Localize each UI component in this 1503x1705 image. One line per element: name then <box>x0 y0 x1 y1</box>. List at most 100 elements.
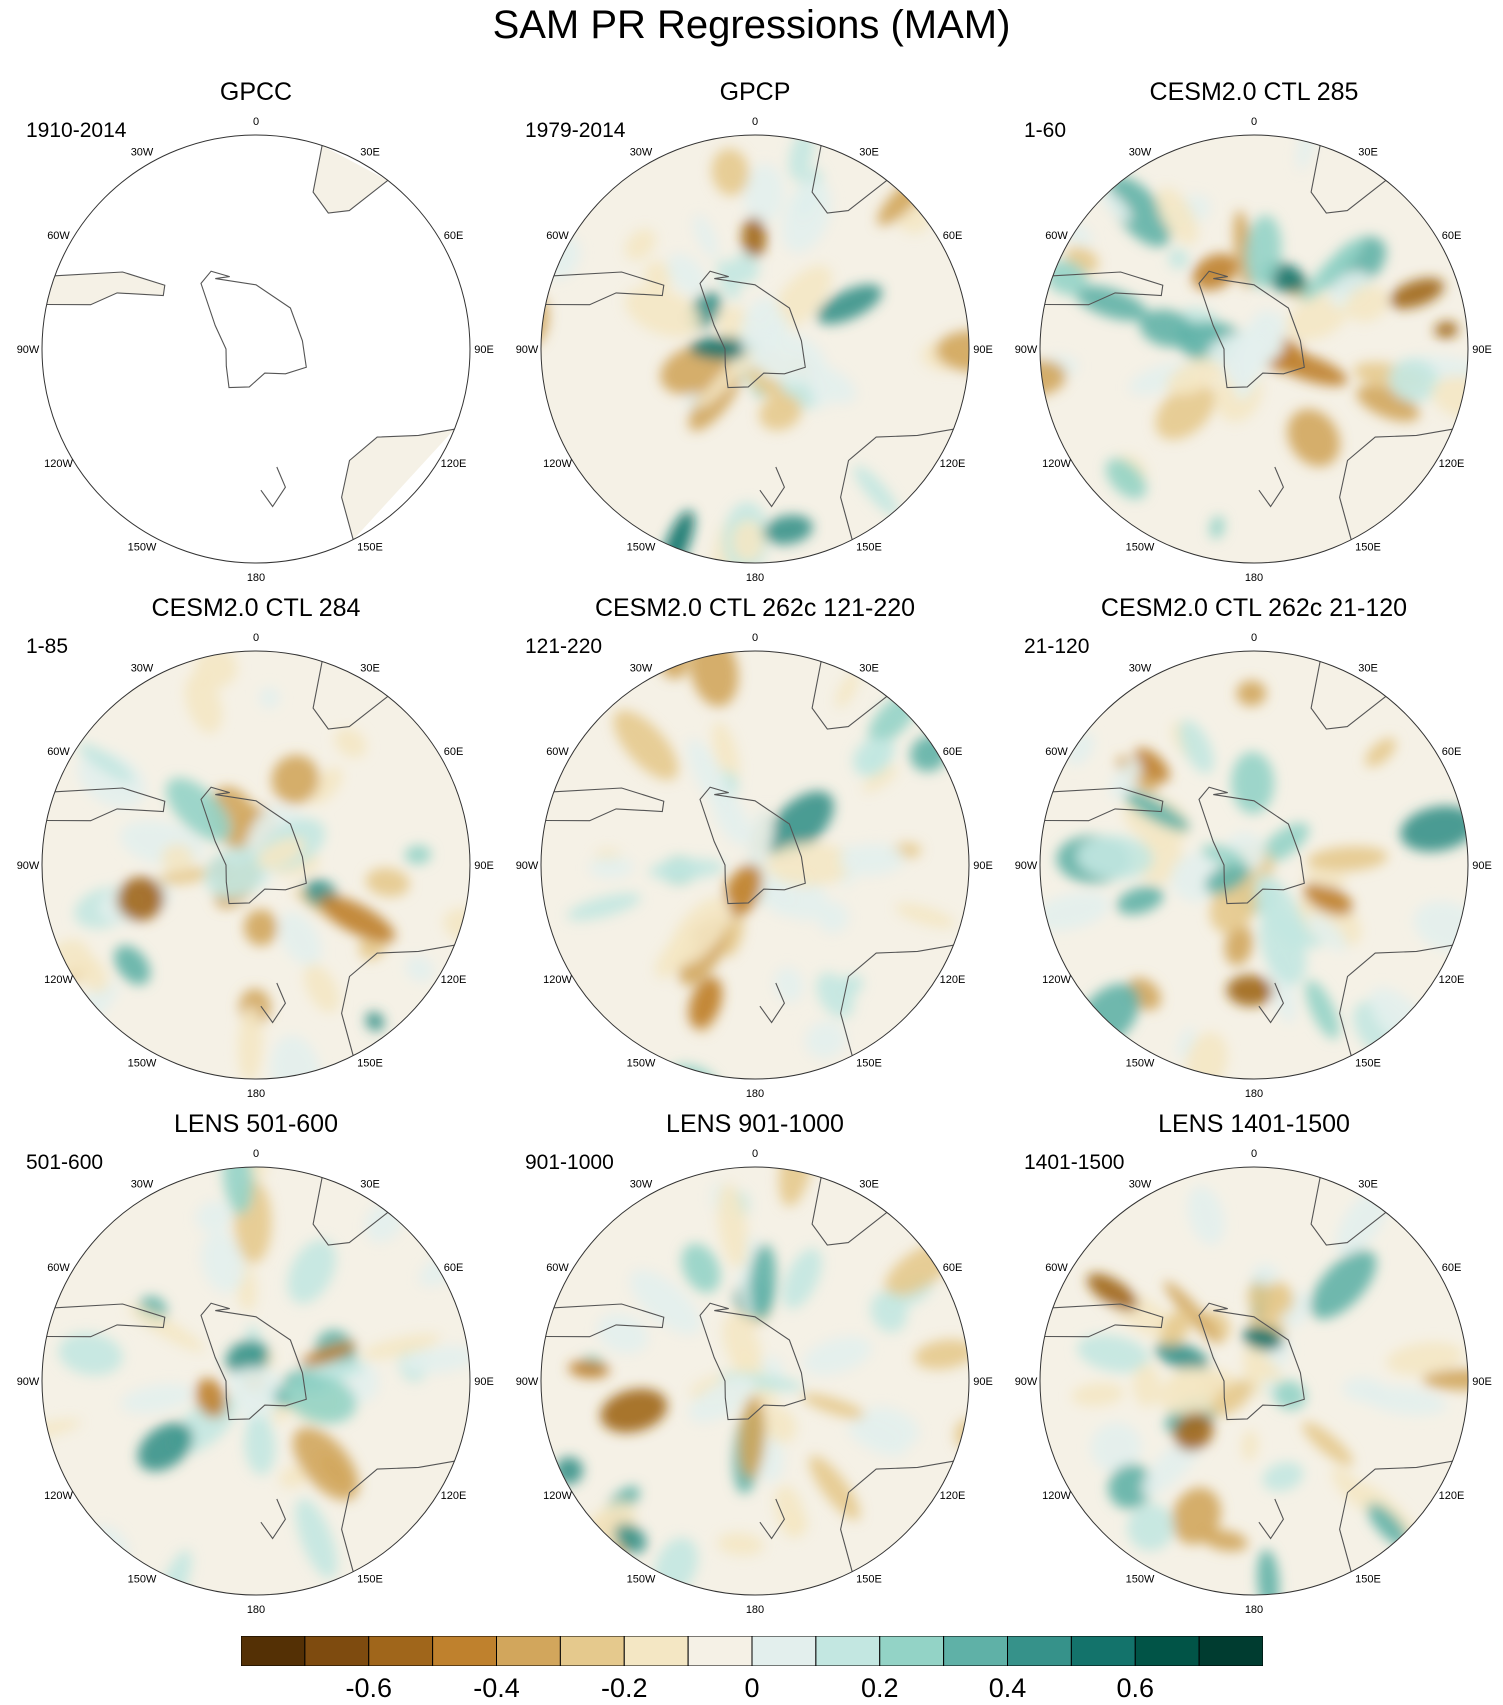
longitude-label: 30W <box>1129 1179 1152 1191</box>
coastline <box>46 787 166 822</box>
field-contour <box>774 967 804 1003</box>
map-panel: LENS 1401-1500 0 30E 60E 90E 120E 150E 180 150W 1… <box>1015 1109 1492 1616</box>
field-contour <box>1226 975 1274 1007</box>
field-contour <box>285 1373 357 1424</box>
field-contour <box>597 1313 648 1354</box>
longitude-label: 150W <box>128 1574 157 1586</box>
field-contour <box>839 843 905 876</box>
field-contour <box>1086 1273 1139 1311</box>
longitude-label: 30W <box>1129 147 1152 159</box>
longitude-label: 90E <box>1472 344 1492 356</box>
period-label: 1-60 <box>1024 119 1067 142</box>
coastline <box>46 271 166 306</box>
longitude-label: 60E <box>943 1262 963 1274</box>
field-contour <box>1071 1382 1125 1407</box>
longitude-label: 120E <box>441 974 467 986</box>
field-contour <box>1304 868 1348 887</box>
field-contour <box>404 845 432 865</box>
polar-map: 0 30E 60E 90E 120E 150E 180 150W 120W 90W 60W 30W <box>1015 1148 1492 1616</box>
field-contour <box>1201 844 1244 866</box>
field-contour <box>308 767 343 805</box>
field-contour <box>1076 835 1154 880</box>
field-contour <box>204 847 267 899</box>
longitude-label: 150E <box>357 1574 383 1586</box>
field-contour <box>127 1305 205 1352</box>
longitude-label: 90E <box>973 344 993 356</box>
longitude-label: 30E <box>1358 147 1378 159</box>
field-contour <box>360 1334 441 1360</box>
panel-title: CESM2.0 CTL 284 <box>151 594 361 622</box>
field-contour <box>712 721 740 785</box>
map-panel: LENS 901-1000 0 30E 60E 90E 120E 150E 180 150W 12… <box>516 1109 993 1616</box>
longitude-label: 60E <box>1442 230 1462 242</box>
colorbar-box <box>496 1636 561 1666</box>
field-contour <box>405 955 434 982</box>
polar-map: 0 30E 60E 90E 120E 150E 180 150W 120W 90W 60W 30W <box>516 116 993 584</box>
longitude-label: 90W <box>516 860 539 872</box>
field-contour <box>781 179 832 253</box>
field-contour <box>816 284 882 325</box>
coastline <box>260 982 287 1024</box>
colorbar-tick-label: -0.4 <box>473 1673 520 1703</box>
coastline <box>312 1177 389 1246</box>
field-contour <box>687 738 731 812</box>
field-contour <box>1173 1412 1214 1451</box>
field-contour <box>688 976 723 1029</box>
field-contour <box>805 1021 846 1059</box>
longitude-label: 60W <box>1045 746 1068 758</box>
period-label: 1910-2014 <box>26 119 127 142</box>
longitude-label: 60W <box>546 230 569 242</box>
longitude-label: 30E <box>360 147 380 159</box>
land-field <box>313 145 388 213</box>
panel-title: GPCC <box>219 78 293 106</box>
field-contour <box>1307 913 1348 952</box>
longitude-label: 60W <box>1045 1262 1068 1274</box>
field-contour <box>1287 409 1340 467</box>
field-contour <box>195 1378 227 1418</box>
field-contour <box>1342 1377 1386 1402</box>
field-contour <box>1160 1309 1192 1346</box>
field-contour <box>1273 1380 1307 1410</box>
field-contour <box>270 1035 322 1079</box>
field-contour <box>137 1422 193 1472</box>
field-contour <box>1155 1341 1209 1372</box>
period-label: 1-85 <box>26 635 69 658</box>
longitude-label: 120W <box>44 974 73 986</box>
longitude-label: 150W <box>1126 542 1155 554</box>
field-contour <box>1236 680 1267 707</box>
coastline <box>1339 944 1453 1056</box>
coastline <box>811 1177 888 1246</box>
coastline <box>1310 145 1387 214</box>
field-contour <box>852 738 892 777</box>
colorbar-box <box>623 1636 689 1666</box>
longitude-label: 30W <box>131 1179 154 1191</box>
field-contour <box>1400 805 1468 852</box>
longitude-label: 180 <box>746 1604 764 1616</box>
field-contour <box>666 253 706 295</box>
field-contour <box>223 1167 254 1215</box>
map-boundary <box>1039 650 1469 1080</box>
longitude-label: 60E <box>444 746 464 758</box>
map-panel: CESM2.0 CTL 262c 121-220 0 30E 60E 90E 120E 15… <box>516 593 993 1100</box>
coastline <box>312 145 389 214</box>
longitude-label: 90E <box>474 860 494 872</box>
colorbar-tick-label: 0.6 <box>1116 1673 1155 1703</box>
field-contour <box>1074 285 1148 321</box>
longitude-label: 120E <box>940 1490 966 1502</box>
field-contour <box>271 754 320 804</box>
polar-map: 0 30E 60E 90E 120E 150E 180 150W 120W 90W 60W 30W <box>1015 116 1492 584</box>
longitude-label: 180 <box>746 572 764 584</box>
longitude-label: 90W <box>1015 344 1038 356</box>
field-contour <box>114 945 151 985</box>
coastline <box>1310 661 1387 730</box>
coastline <box>1258 982 1285 1024</box>
coastline-antarctica <box>1198 786 1305 905</box>
longitude-label: 150E <box>856 542 882 554</box>
colorbar-box <box>1007 1636 1072 1666</box>
field-contour <box>697 349 755 409</box>
coastline <box>341 428 455 540</box>
field-contour <box>717 259 740 301</box>
colorbar-box <box>1134 1636 1200 1666</box>
field-contour <box>1110 759 1141 799</box>
field-contour <box>1099 188 1132 222</box>
